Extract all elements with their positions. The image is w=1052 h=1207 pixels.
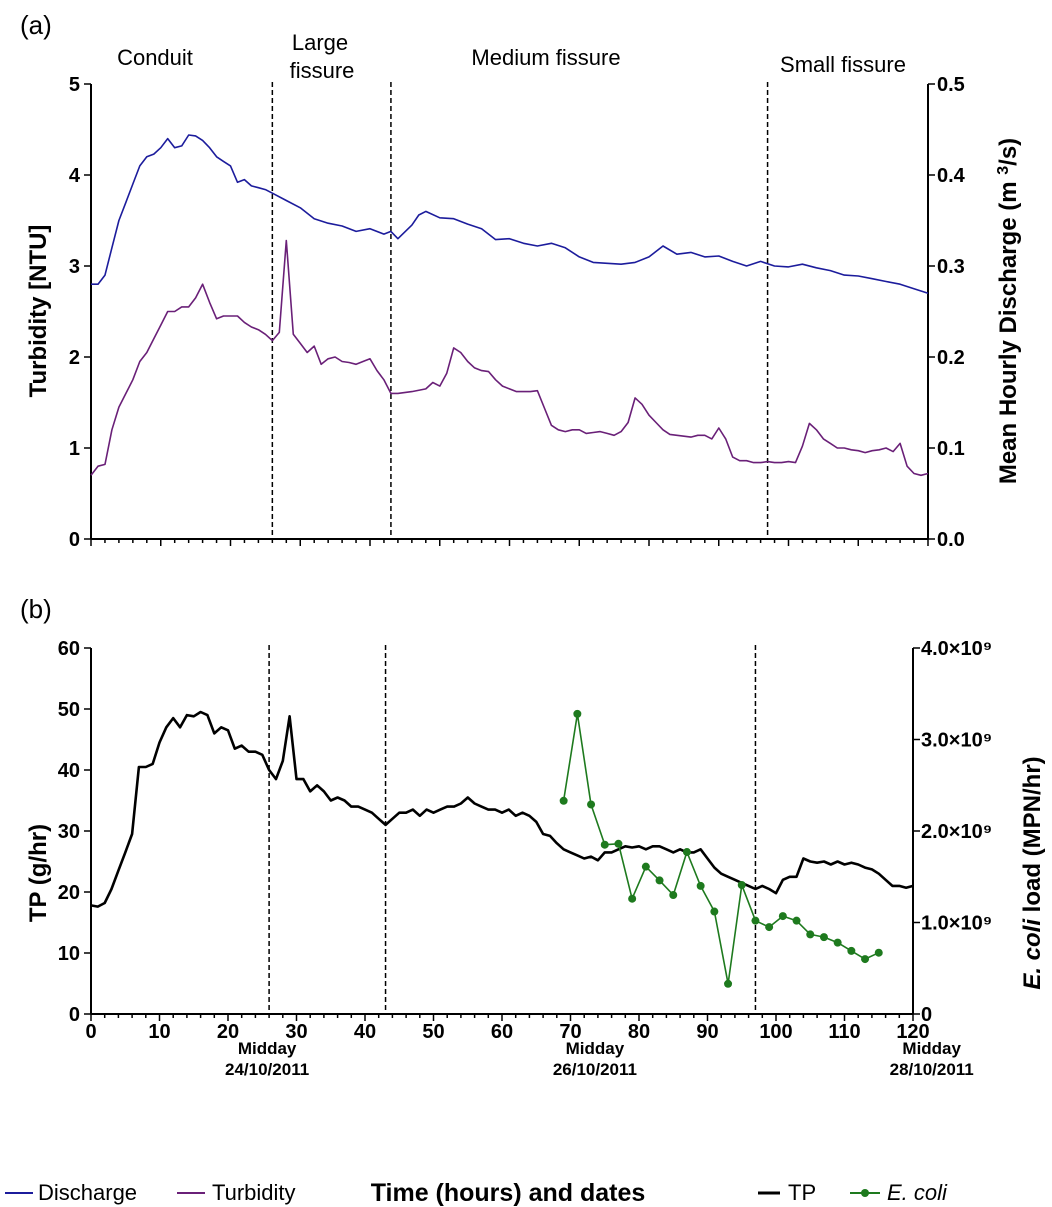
ecoli-point xyxy=(724,979,733,988)
left-y-tick-label: 0 xyxy=(69,1004,80,1026)
right-y-tick-label: 0.3 xyxy=(937,256,965,278)
left-y-tick-label: 60 xyxy=(58,638,80,660)
right-y-tick-label: 0.2 xyxy=(937,347,965,369)
ecoli-point xyxy=(710,907,719,916)
ecoli-point xyxy=(587,800,596,809)
ecoli-point xyxy=(600,840,609,849)
region-medium-fissure: Medium fissure xyxy=(471,45,620,70)
ecoli-axis-title: E. coli load (MPN/hr) xyxy=(1019,756,1046,989)
turbidity-axis-title: Turbidity [NTU] xyxy=(25,225,52,398)
x-tick-label: 110 xyxy=(828,1021,860,1043)
discharge-series-line xyxy=(91,134,929,295)
x-tick-label: 0 xyxy=(85,1021,96,1043)
ecoli-point xyxy=(751,916,760,925)
ecoli-point xyxy=(696,881,705,890)
left-y-tick-label: 5 xyxy=(69,74,80,96)
region-small-fissure: Small fissure xyxy=(780,52,906,77)
date-label-line1: Midday xyxy=(238,1039,297,1058)
ecoli-point xyxy=(669,891,678,900)
date-label-line2: 24/10/2011 xyxy=(225,1060,309,1079)
ecoli-point xyxy=(792,916,801,925)
ecoli-point xyxy=(573,709,582,718)
left-y-tick-label: 50 xyxy=(58,699,80,721)
legend-discharge-label: Discharge xyxy=(38,1180,137,1205)
legend-tp-label: TP xyxy=(788,1180,816,1205)
ecoli-point xyxy=(861,955,870,964)
right-y-tick-label: 0.5 xyxy=(937,74,965,96)
right-y-tick-label: 0 xyxy=(921,1004,932,1026)
left-y-tick-label: 1 xyxy=(69,438,80,460)
ecoli-point xyxy=(765,923,774,932)
legend-ecoli-label: E. coli xyxy=(887,1180,948,1205)
right-y-tick-label: 1.0×10⁹ xyxy=(921,913,992,935)
legend-turbidity-label: Turbidity xyxy=(212,1180,296,1205)
ecoli-point xyxy=(641,862,650,871)
panel-a-label: (a) xyxy=(20,10,52,40)
x-tick-label: 30 xyxy=(285,1021,307,1043)
right-y-tick-label: 3.0×10⁹ xyxy=(921,730,992,752)
right-y-tick-label: 0.0 xyxy=(937,529,965,551)
region-fissure: fissure xyxy=(290,58,355,83)
ecoli-point xyxy=(559,796,568,805)
x-tick-label: 60 xyxy=(491,1021,513,1043)
panel-b-plot: 0 10 20 30 40 50 60 0 1.0×10⁹ 2.0×10⁹ 3.0×10⁹ 4.0×1… xyxy=(58,638,992,1043)
ecoli-point xyxy=(833,938,842,947)
panel-b-label: (b) xyxy=(20,594,52,624)
date-label-line1: Midday xyxy=(902,1039,961,1058)
x-tick-label: 10 xyxy=(148,1021,170,1043)
x-axis-title: Time (hours) and dates xyxy=(371,1179,646,1207)
ecoli-point xyxy=(682,848,691,857)
left-y-tick-label: 4 xyxy=(69,165,81,187)
left-y-tick-label: 10 xyxy=(58,943,80,965)
region-conduit: Conduit xyxy=(117,45,193,70)
x-tick-label: 70 xyxy=(559,1021,581,1043)
left-y-tick-label: 2 xyxy=(69,347,80,369)
tp-axis-title: TP (g/hr) xyxy=(25,824,52,922)
ecoli-point xyxy=(628,894,637,903)
x-tick-label: 50 xyxy=(422,1021,444,1043)
x-tick-label: 80 xyxy=(628,1021,650,1043)
ecoli-point xyxy=(778,912,787,921)
left-y-tick-label: 40 xyxy=(58,760,80,782)
x-tick-label: 20 xyxy=(217,1021,239,1043)
legend: Discharge Turbidity TP E. coli xyxy=(5,1180,948,1205)
left-y-tick-label: 0 xyxy=(69,529,80,551)
discharge-axis-title: Mean Hourly Discharge (m 3/s) xyxy=(995,138,1022,484)
x-tick-label: 120 xyxy=(896,1021,929,1043)
date-label-line1: Midday xyxy=(566,1039,625,1058)
left-y-tick-label: 3 xyxy=(69,256,80,278)
right-y-tick-label: 0.1 xyxy=(937,438,965,460)
ecoli-point xyxy=(874,948,883,957)
tp-series-line xyxy=(90,710,914,908)
x-tick-label: 90 xyxy=(696,1021,718,1043)
region-large: Large xyxy=(292,30,348,55)
ecoli-point xyxy=(806,930,815,939)
date-label-line2: 26/10/2011 xyxy=(553,1060,637,1079)
left-y-tick-label: 30 xyxy=(58,821,80,843)
date-label-line2: 28/10/2011 xyxy=(890,1060,974,1079)
turbidity-series-line xyxy=(90,239,929,477)
panel-a-plot: 0 1 2 3 4 5 0.0 0.1 0.2 0.3 0.4 0.5 xyxy=(69,74,966,551)
x-tick-label: 100 xyxy=(759,1021,792,1043)
legend-ecoli-marker xyxy=(861,1189,869,1197)
x-tick-label: 40 xyxy=(354,1021,376,1043)
right-y-tick-label: 0.4 xyxy=(937,165,966,187)
ecoli-point xyxy=(737,880,746,889)
ecoli-series-line xyxy=(562,713,880,985)
ecoli-point xyxy=(847,946,856,955)
left-y-tick-label: 20 xyxy=(58,882,80,904)
ecoli-point xyxy=(655,876,664,885)
ecoli-point xyxy=(819,933,828,942)
right-y-tick-label: 2.0×10⁹ xyxy=(921,821,992,843)
right-y-tick-label: 4.0×10⁹ xyxy=(921,638,992,660)
ecoli-point xyxy=(614,839,623,848)
date-labels: Midday 24/10/2011 Midday 26/10/2011 Midday 28… xyxy=(225,1039,974,1079)
